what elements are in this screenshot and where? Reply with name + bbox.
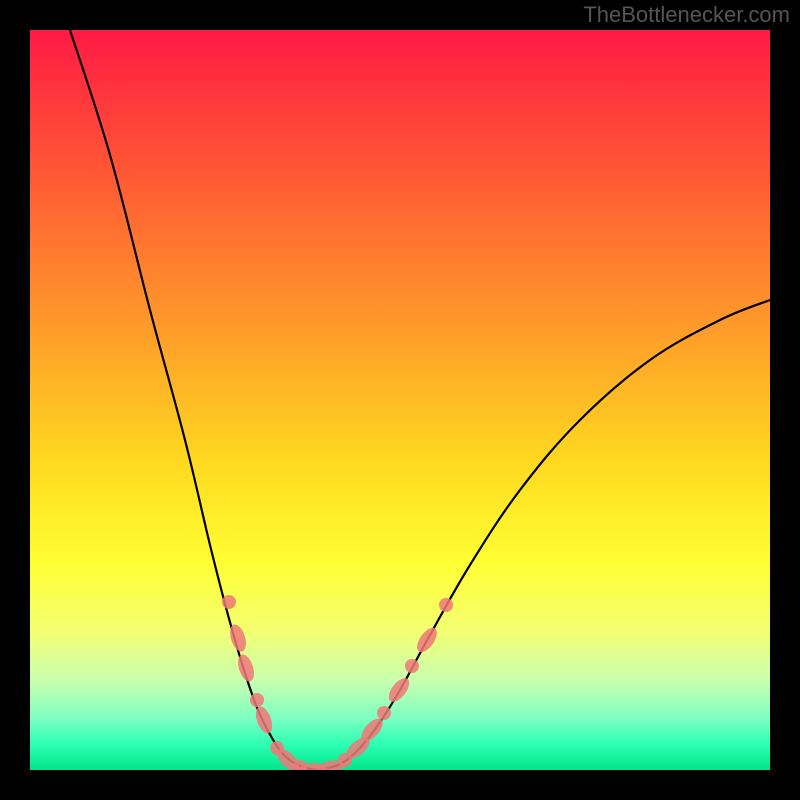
marker-dot bbox=[439, 598, 453, 612]
marker-dot bbox=[222, 595, 236, 609]
chart-svg bbox=[0, 0, 800, 800]
marker-dot bbox=[250, 693, 264, 707]
figure-container: TheBottlenecker.com bbox=[0, 0, 800, 800]
marker-dot bbox=[377, 706, 391, 720]
plot-gradient-background bbox=[30, 30, 770, 770]
watermark-text: TheBottlenecker.com bbox=[583, 2, 790, 28]
marker-dot bbox=[405, 659, 419, 673]
